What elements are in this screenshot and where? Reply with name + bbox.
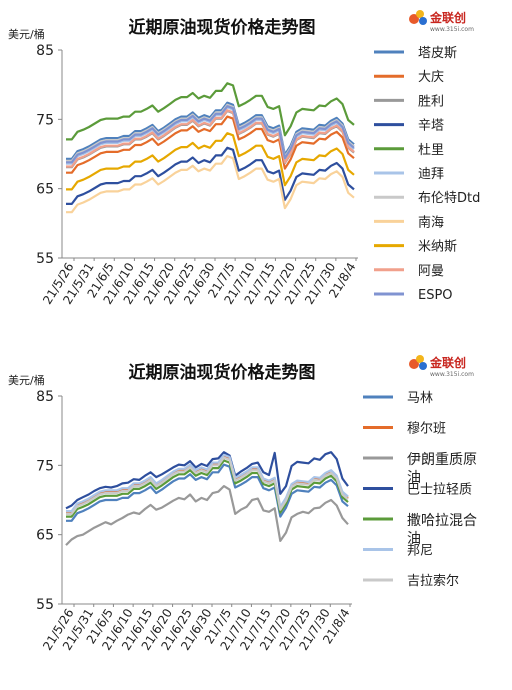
legend-item: 塔皮斯 xyxy=(374,46,457,61)
legend-item: 马林 xyxy=(363,391,433,406)
series-line-5 xyxy=(66,82,355,141)
logo-text: 金联创 xyxy=(429,10,466,25)
y-tick-label: 75 xyxy=(36,112,54,128)
logo-dot-yellow xyxy=(416,10,424,18)
legend-item: 米纳斯 xyxy=(374,240,457,255)
legend-item: 迪拜 xyxy=(374,167,444,182)
series-line-5 xyxy=(66,459,349,518)
logo-dot-blue xyxy=(419,17,427,25)
chart-axes: 5565758521/5/2621/5/3121/6/521/6/1021/6/… xyxy=(36,389,352,653)
line-chart-bottom: 近期原油现货价格走势图 美元/桶 金联创 www.315i.com 55 65 75… xyxy=(8,355,477,653)
logo-subtext: www.315i.com xyxy=(430,26,474,33)
legend-label: 撒哈拉混合 xyxy=(407,513,477,529)
series-line-9 xyxy=(66,132,355,191)
legend-label: 布伦特Dtd xyxy=(418,191,480,206)
legend-label: 巴士拉轻质 xyxy=(407,483,472,498)
y-axis-unit: 美元/桶 xyxy=(8,27,45,41)
series-line-1 xyxy=(66,463,349,522)
logo-dot-yellow xyxy=(416,355,424,363)
y-tick-label: 65 xyxy=(36,528,54,544)
legend-label-cont: 油 xyxy=(407,531,421,547)
legend-label: 迪拜 xyxy=(418,167,444,182)
legend-label: 南海 xyxy=(418,214,444,230)
legend-item: 巴士拉轻质 xyxy=(363,483,472,498)
legend-item: ESPO xyxy=(374,288,453,303)
legend-label: 穆尔班 xyxy=(407,422,446,437)
y-tick-label: 65 xyxy=(36,182,54,198)
legend-item: 布伦特Dtd xyxy=(374,191,480,206)
legend-label: 杜里 xyxy=(418,143,444,158)
legend-label: 胜利 xyxy=(418,94,444,109)
legend-item: 南海 xyxy=(374,214,444,230)
legend-label: 马林 xyxy=(407,391,433,406)
logo-dot-orange xyxy=(409,359,419,369)
chart-plot-area xyxy=(66,82,355,214)
legend-label: 塔皮斯 xyxy=(418,46,457,61)
series-line-11 xyxy=(66,105,355,164)
y-tick-label: 85 xyxy=(36,389,54,405)
legend-label: 米纳斯 xyxy=(418,240,457,255)
legend-label: ESPO xyxy=(418,288,453,303)
y-tick-label: 75 xyxy=(36,458,54,474)
logo: 金联创 www.315i.com xyxy=(409,355,474,378)
logo-dot-blue xyxy=(419,362,427,370)
series-line-4 xyxy=(65,451,349,510)
legend-label: 阿曼 xyxy=(418,264,444,279)
legend-item: 大庆 xyxy=(374,70,444,85)
legend-label: 邦尼 xyxy=(407,544,433,559)
series-line-6 xyxy=(66,106,355,165)
series-line-6 xyxy=(66,453,349,513)
legend-label-cont: 油 xyxy=(407,470,421,486)
legend-item: 辛塔 xyxy=(374,119,444,134)
legend-label: 大庆 xyxy=(418,70,444,85)
y-axis-unit: 美元/桶 xyxy=(8,373,45,387)
series-line-2 xyxy=(66,115,355,174)
chart-title: 近期原油现货价格走势图 xyxy=(129,17,316,38)
chart-panel-top: 近期原油现货价格走势图 美元/桶 金联创 www.315i.com 55 65 75… xyxy=(0,0,512,343)
chart-plot-area xyxy=(65,451,349,546)
y-tick-label: 55 xyxy=(36,597,54,613)
series-line-10 xyxy=(66,109,355,168)
series-line-3 xyxy=(65,485,349,546)
legend-item: 穆尔班 xyxy=(363,422,446,437)
legend-label: 伊朗重质原 xyxy=(407,452,477,468)
y-tick-label: 55 xyxy=(36,251,54,267)
series-line-8 xyxy=(66,155,355,214)
line-chart-top: 近期原油现货价格走势图 美元/桶 金联创 www.315i.com 55 65 75… xyxy=(8,10,480,307)
chart-title: 近期原油现货价格走势图 xyxy=(129,362,316,383)
legend-item: 胜利 xyxy=(374,94,444,109)
series-line-4 xyxy=(66,146,355,205)
legend-label: 辛塔 xyxy=(418,119,444,134)
legend-label: 吉拉索尔 xyxy=(407,574,459,589)
logo: 金联创 www.315i.com xyxy=(409,10,474,33)
logo-dot-orange xyxy=(409,14,419,24)
logo-subtext: www.315i.com xyxy=(430,371,474,378)
chart-panel-bottom: 近期原油现货价格走势图 美元/桶 金联创 www.315i.com 55 65 75… xyxy=(0,343,512,686)
legend-item: 邦尼 xyxy=(363,544,433,559)
legend-item: 阿曼 xyxy=(374,264,444,279)
logo-text: 金联创 xyxy=(429,355,466,370)
y-tick-label: 85 xyxy=(36,43,54,59)
legend-item: 杜里 xyxy=(374,143,444,158)
legend-item: 吉拉索尔 xyxy=(363,574,459,589)
series-line-7 xyxy=(66,456,349,515)
series-line-1 xyxy=(66,101,355,160)
